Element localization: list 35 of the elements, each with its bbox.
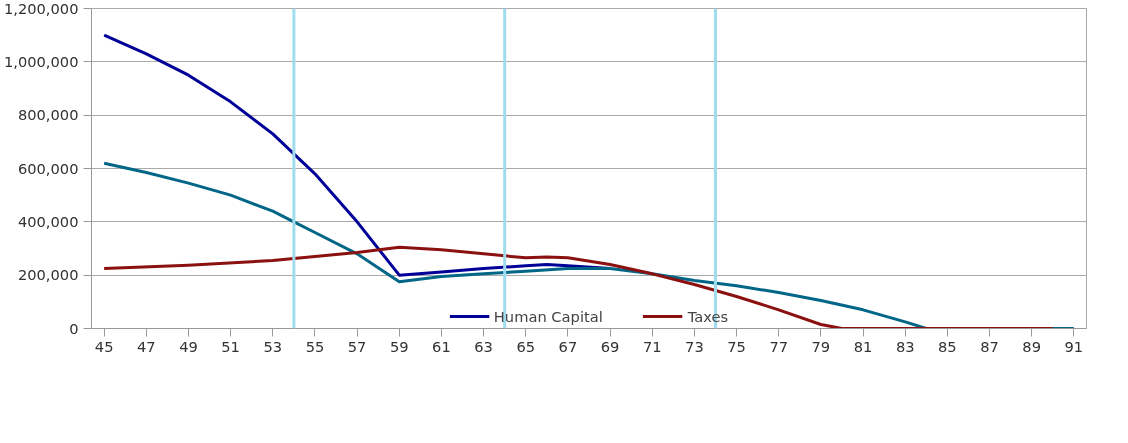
- y-tick-label: 200,000: [17, 266, 79, 284]
- line-series: [102, 245, 1055, 329]
- x-tick-label: 71: [642, 337, 662, 355]
- x-tick-label: 67: [558, 337, 578, 355]
- x-tick-label: 63: [474, 337, 493, 355]
- x-tick-label: 45: [94, 337, 114, 355]
- line-series: [102, 161, 1076, 329]
- x-tick-label: 91: [1064, 337, 1084, 355]
- x-tick-label: 81: [853, 337, 873, 355]
- x-tick-label: 51: [221, 337, 240, 355]
- legend-label: Human Capital: [493, 307, 603, 325]
- x-tick-label: 59: [389, 337, 409, 355]
- x-tick-label: 77: [769, 337, 789, 355]
- y-tick-label: 600,000: [17, 159, 79, 177]
- x-tick-label: 53: [263, 337, 283, 355]
- y-tick-label: 1,200,000: [3, 0, 79, 17]
- x-tick-label: 49: [179, 337, 198, 355]
- x-tick-label: 85: [938, 337, 957, 355]
- x-tick-label: 55: [305, 337, 325, 355]
- y-tick-label: 800,000: [17, 106, 79, 124]
- x-tick-label: 79: [811, 337, 831, 355]
- x-tick-label: 75: [727, 337, 746, 355]
- x-tick-label: 61: [432, 337, 451, 355]
- y-tick-label: 400,000: [17, 212, 79, 230]
- x-tick-label: 87: [980, 337, 999, 355]
- x-tick-label: 69: [600, 337, 620, 355]
- x-tick-label: 73: [685, 337, 704, 355]
- x-tick-label: 57: [347, 337, 367, 355]
- x-tick-label: 83: [895, 337, 915, 355]
- x-tick-label: 47: [136, 337, 156, 355]
- y-tick-label: 0: [69, 319, 79, 337]
- x-tick-label: 65: [516, 337, 536, 355]
- y-tick-label: 1,000,000: [3, 52, 79, 70]
- x-tick-label: 89: [1022, 337, 1042, 355]
- legend-label: Taxes: [687, 307, 729, 325]
